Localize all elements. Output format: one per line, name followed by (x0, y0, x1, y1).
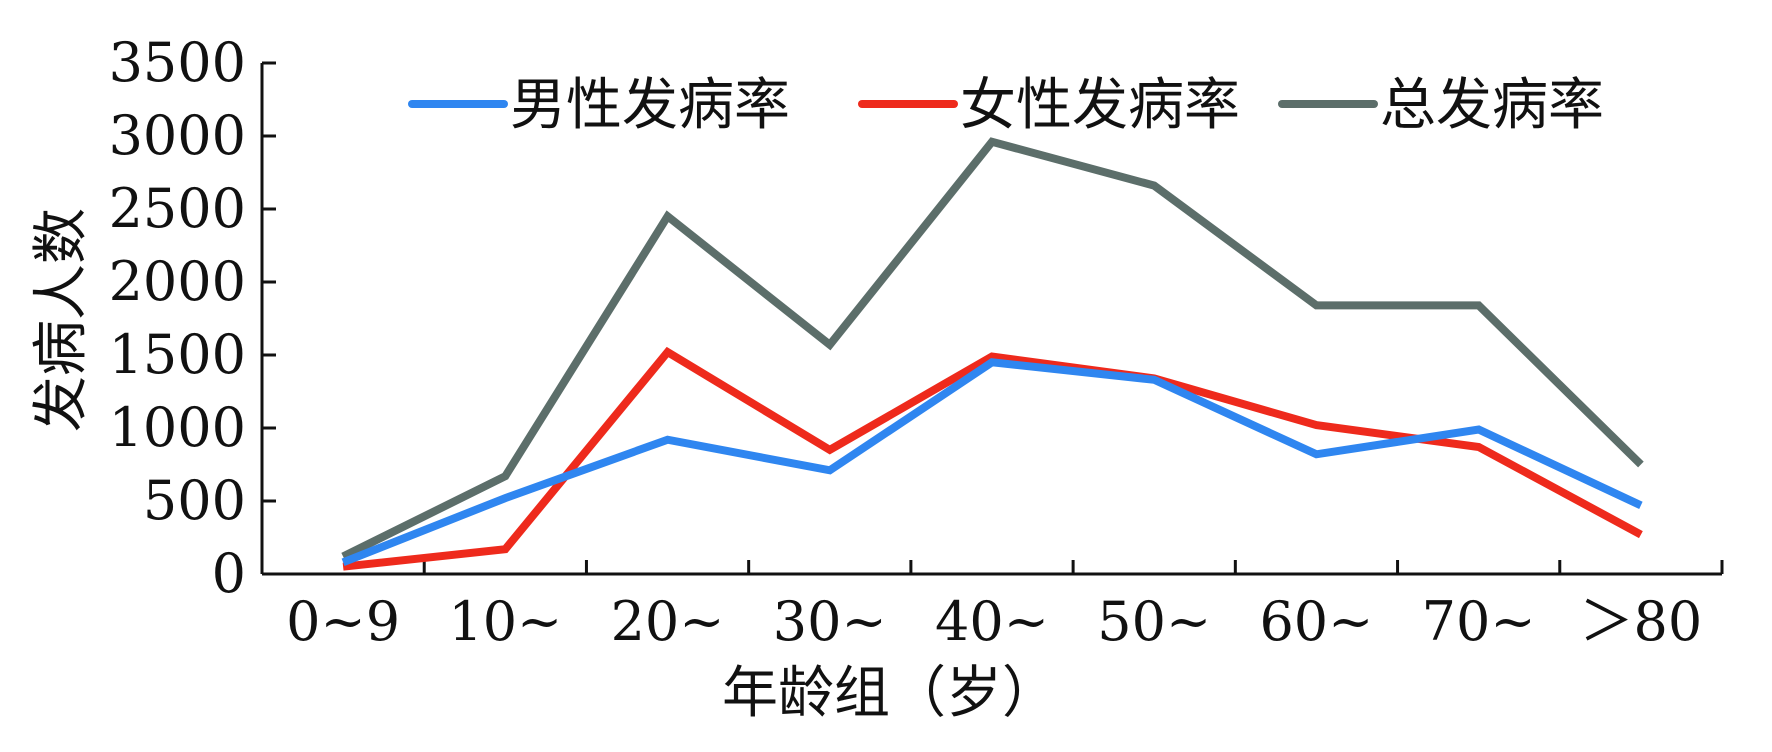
x-tick-label: 0~9 (286, 590, 400, 653)
y-axis: 0 500 1000 1500 2000 2500 3000 3500 (109, 31, 276, 605)
x-tick-label: 50~ (1097, 590, 1211, 653)
legend: 男性发病率 女性发病率 总发病率 (408, 73, 1604, 138)
x-tick-label: 20~ (611, 590, 725, 653)
y-ticks: 0 500 1000 1500 2000 2500 3000 3500 (109, 31, 276, 605)
y-tick-label: 3000 (109, 104, 246, 167)
x-tick-label: ＞80 (1580, 590, 1703, 653)
y-tick-label: 0 (212, 542, 246, 605)
x-tick-label: 30~ (773, 590, 887, 653)
y-tick-label: 2500 (109, 177, 246, 240)
series-line-3 (341, 137, 1644, 561)
series-line-1 (341, 358, 1643, 567)
x-tick-label: 10~ (448, 590, 562, 653)
y-axis-title: 发病人数 (29, 208, 94, 432)
x-tick-label: 40~ (935, 590, 1049, 653)
series-lines (341, 137, 1644, 571)
x-tick-label: 60~ (1259, 590, 1373, 653)
y-tick-label: 3500 (109, 31, 246, 94)
legend-label: 总发病率 (1380, 73, 1604, 138)
x-axis-title: 年龄组（岁） (722, 661, 1058, 726)
x-tick-label: 70~ (1422, 590, 1536, 653)
y-tick-label: 2000 (109, 250, 246, 313)
legend-label: 男性发病率 (510, 73, 790, 138)
x-ticks: 0~9 10~ 20~ 30~ 40~ 50~ 60~ 70~ ＞80 (286, 560, 1724, 653)
y-tick-label: 1500 (109, 323, 246, 386)
x-axis: 0~9 10~ 20~ 30~ 40~ 50~ 60~ 70~ ＞80 (262, 560, 1724, 653)
series-line-2 (342, 346, 1643, 571)
legend-label: 女性发病率 (960, 73, 1240, 138)
y-tick-label: 500 (143, 469, 246, 532)
y-tick-label: 1000 (109, 396, 246, 459)
